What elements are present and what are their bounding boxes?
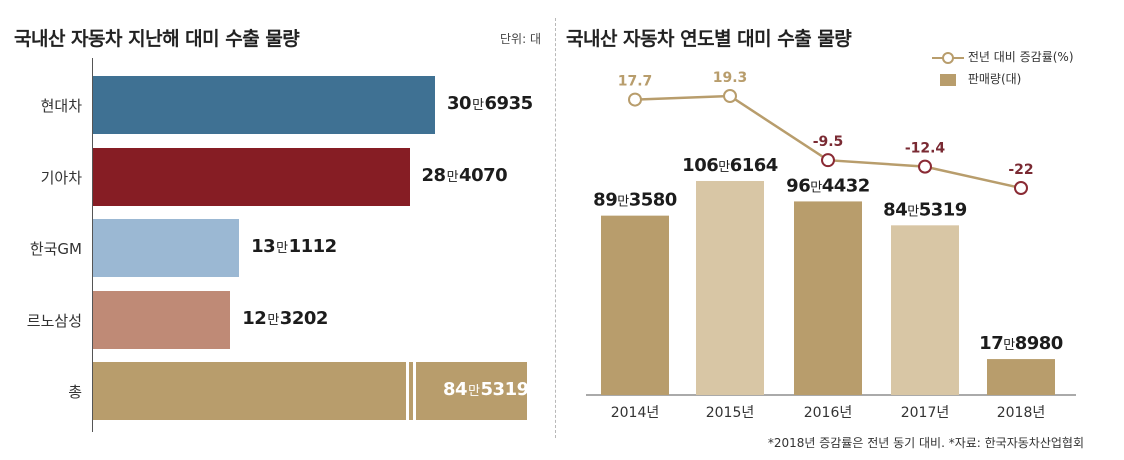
footnote: *2018년 증감률은 전년 동기 대비. *자료: 한국자동차산업협회: [767, 436, 1084, 450]
right-line-point: [723, 89, 737, 103]
left-bar-value-label: 13만1112: [251, 236, 337, 257]
right-bar: [794, 201, 862, 395]
right-bar-value-label: 17만8980: [979, 333, 1063, 354]
left-bar: [93, 147, 410, 206]
right-x-tick-label: 2018년: [997, 405, 1046, 421]
right-line-value-label: 17.7: [618, 74, 653, 90]
right-line-value-label: -12.4: [905, 141, 946, 157]
right-bar-value-label: 106만6164: [682, 155, 778, 176]
legend-bar-label: 판매량(대): [967, 72, 1022, 86]
left-bar: [93, 76, 435, 134]
right-chart-plot: 89만3580 2014년 106만6164 2015년 96만4432 2016년 84만…: [586, 70, 1076, 421]
right-x-tick-label: 2014년: [611, 405, 660, 421]
right-line-point: [628, 92, 642, 107]
legend-line-label: 전년 대비 증감률(%): [967, 50, 1074, 64]
right-line-value-label: -22: [1008, 162, 1033, 178]
left-bar: [93, 290, 231, 349]
legend-bar-swatch-icon: [940, 73, 956, 86]
right-x-tick-label: 2017년: [901, 405, 950, 421]
right-chart-title: 국내산 자동차 연도별 대미 수출 물량: [566, 28, 852, 50]
legend-line-marker-icon: [932, 51, 964, 64]
right-bar: [601, 215, 669, 395]
left-category-label: 르노삼성: [26, 311, 82, 330]
right-bar: [891, 225, 959, 395]
right-line-point: [821, 153, 835, 168]
right-line-value-label: 19.3: [713, 70, 748, 86]
right-line-value-label: -9.5: [813, 134, 844, 150]
left-bar: [93, 362, 527, 420]
right-bar: [696, 181, 764, 395]
right-bar-value-label: 89만3580: [593, 190, 677, 211]
right-line-point: [1014, 181, 1028, 195]
left-bar-value-label: 30만6935: [447, 93, 533, 114]
axis-break-mark: [413, 362, 416, 420]
left-category-label: 기아차: [40, 168, 82, 187]
left-category-label: 한국GM: [29, 240, 82, 258]
left-bar: [93, 219, 240, 277]
right-bar: [987, 359, 1055, 395]
left-chart-axis: [92, 58, 93, 432]
left-chart-unit: 단위: 대: [500, 32, 541, 46]
legend-bar-entry: 판매량(대): [940, 70, 1021, 87]
left-category-label: 총: [68, 383, 82, 401]
right-x-tick-label: 2016년: [804, 405, 853, 421]
left-bar-value-label: 28만4070: [421, 164, 508, 186]
right-bar-value-label: 96만4432: [786, 175, 870, 196]
right-line-point: [918, 159, 932, 174]
right-x-tick-label: 2015년: [706, 405, 755, 421]
right-bar-value-label: 84만5319: [883, 199, 967, 220]
left-bar-value-label: 12만3202: [242, 307, 328, 329]
legend-line-entry: 전년 대비 증감률(%): [932, 48, 1074, 65]
left-chart-title: 국내산 자동차 지난해 대미 수출 물량: [14, 28, 300, 50]
chart-divider: [555, 18, 556, 438]
axis-break-mark: [406, 362, 409, 420]
left-bar-value-label: 84만5319: [443, 379, 529, 400]
left-category-label: 현대차: [40, 97, 82, 115]
